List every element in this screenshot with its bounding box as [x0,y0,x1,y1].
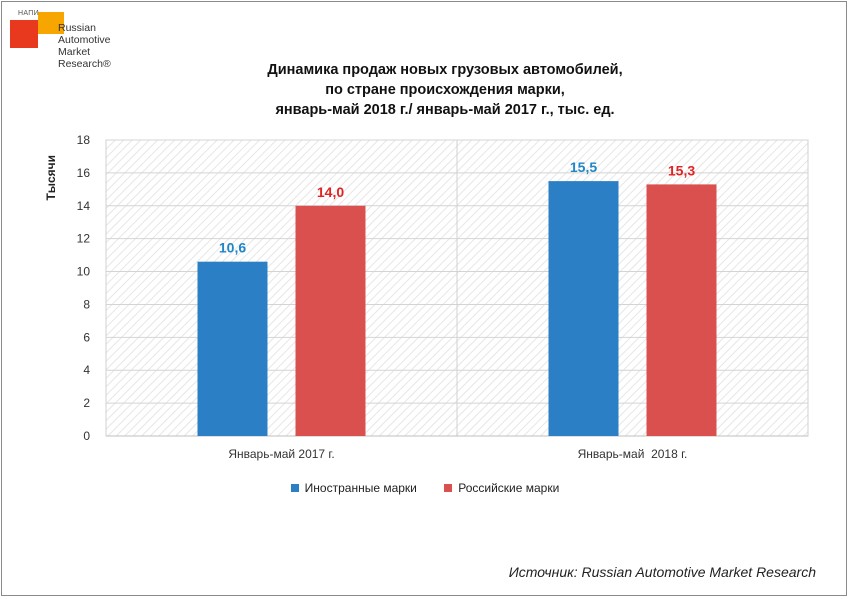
y-tick-label: 14 [77,199,91,213]
y-tick-label: 10 [77,265,91,279]
y-tick-label: 2 [83,396,90,410]
chart-title: Динамика продаж новых грузовых автомобил… [170,60,720,120]
data-label: 15,5 [570,159,597,175]
bar [646,184,717,436]
source-note: Источник: Russian Automotive Market Rese… [508,564,816,580]
y-tick-label: 16 [77,166,91,180]
logo-orange-square [38,12,64,34]
x-tick-label: Январь-май 2018 г. [578,447,688,461]
y-tick-label: 0 [83,429,90,443]
logo-brand-text: Russian Automotive Market Research® [58,22,111,70]
bar [197,261,268,436]
legend-swatch-foreign [290,483,299,492]
legend-label-foreign: Иностранные марки [304,481,417,495]
logo-red-square [10,20,38,48]
bar [295,205,366,436]
chart-title-line: январь-май 2018 г./ январь-май 2017 г., … [275,102,615,118]
logo-small-text: НАПИ [18,10,39,17]
y-tick-label: 12 [77,232,91,246]
data-label: 15,3 [668,162,695,178]
data-label: 14,0 [317,184,344,200]
chart-title-line: Динамика продаж новых грузовых автомобил… [267,62,623,78]
legend-item-foreign: Иностранные марки [290,481,417,495]
y-tick-label: 18 [77,133,91,147]
bar [548,181,619,436]
chart-title-line: по стране происхождения марки, [325,82,565,98]
legend-label-russian: Российские марки [458,481,560,495]
data-label: 10,6 [219,240,246,256]
y-tick-label: 8 [83,297,90,311]
legend: Иностранные марки Российские марки [0,481,850,495]
y-tick-label: 4 [83,363,90,377]
x-tick-label: Январь-май 2017 г. [228,447,334,461]
y-tick-label: 6 [83,330,90,344]
logo: НАПИ Russian Automotive Market Research® [10,10,120,80]
legend-swatch-russian [444,483,453,492]
legend-item-russian: Российские марки [444,481,559,495]
